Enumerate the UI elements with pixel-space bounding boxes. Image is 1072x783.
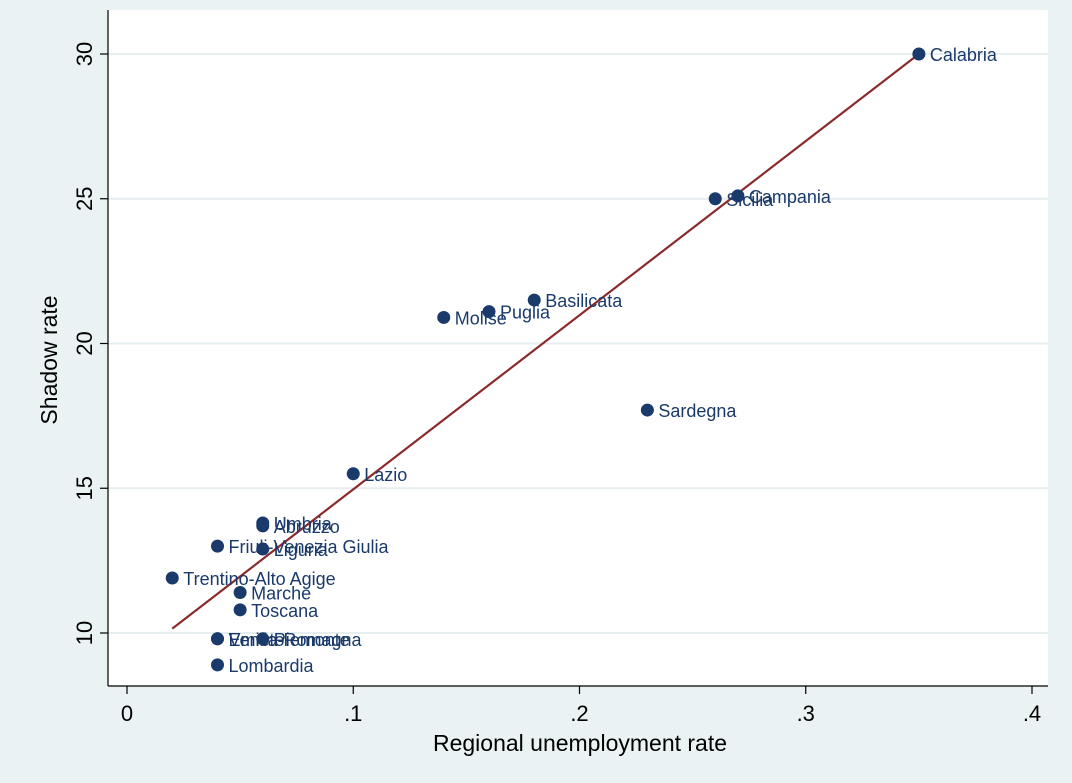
fit-line [171, 53, 920, 630]
scatter-point [912, 47, 926, 61]
point-label: Trentino-Alto Agige [183, 569, 335, 589]
y-tick-label: 10 [72, 621, 97, 645]
x-tick-label: .3 [797, 701, 815, 726]
scatter-point [211, 658, 224, 672]
scatter-point [256, 519, 270, 533]
scatter-point [211, 539, 224, 553]
scatter-point [233, 585, 247, 599]
point-label: Friuli-Venezia Giulia [229, 537, 390, 557]
point-label: Umbria [274, 514, 333, 534]
data-points [165, 47, 926, 672]
y-tick-label: 15 [72, 476, 97, 500]
scatter-point [165, 571, 179, 585]
point-label: Basilicata [545, 291, 623, 311]
point-label: Puglia [500, 303, 551, 323]
x-tick-label: .1 [344, 701, 362, 726]
scatter-point [256, 542, 270, 556]
scatter-point [527, 293, 541, 307]
scatter-point [640, 403, 654, 417]
fit-line-layer [171, 53, 920, 630]
point-label: Lombardia [229, 656, 315, 676]
y-axis-title: Shadow rate [36, 295, 62, 424]
x-axis-title: Regional unemployment rate [433, 730, 727, 756]
scatter-point [256, 632, 270, 646]
point-label: Emilia-Romagna [229, 630, 363, 650]
plot-area [108, 10, 1048, 686]
point-label: Molise [455, 308, 507, 328]
scatter-point [346, 467, 360, 481]
scatter-point [482, 305, 496, 319]
point-labels: CalabriaCampaniaSiciliaBasilicataPugliaM… [183, 45, 998, 676]
y-tick-label: 25 [72, 187, 97, 211]
point-label: Piemonte [274, 630, 350, 650]
point-label: Veneto [229, 630, 285, 650]
point-label: Lazio [364, 465, 407, 485]
scatter-point [731, 189, 745, 203]
y-tick-label: 30 [72, 42, 97, 66]
axes [107, 10, 1048, 687]
x-tick-label: .2 [570, 701, 588, 726]
y-tick-label: 20 [72, 331, 97, 355]
point-label: Toscana [251, 601, 319, 621]
x-tick-label: .4 [1023, 701, 1041, 726]
point-label: Sardegna [658, 401, 737, 421]
scatter-point [437, 310, 451, 324]
point-label: Campania [749, 187, 832, 207]
x-tick-label: 0 [121, 701, 133, 726]
point-label: Sicilia [726, 190, 774, 210]
point-label: Calabria [930, 45, 998, 65]
point-label: Abruzzo [274, 517, 340, 537]
scatter-point [708, 192, 722, 206]
scatter-point [233, 603, 247, 617]
point-label: Marche [251, 583, 311, 603]
axis-ticks: 10 15 20 25 30 0 .1 .2 .3 .4 [72, 42, 1041, 726]
point-label: Liguria [274, 540, 329, 560]
scatter-point [211, 632, 224, 646]
